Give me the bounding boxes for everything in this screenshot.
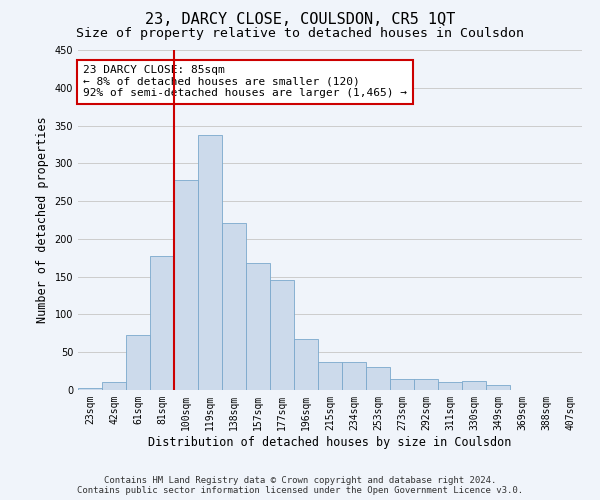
X-axis label: Distribution of detached houses by size in Coulsdon: Distribution of detached houses by size … xyxy=(148,436,512,448)
Bar xyxy=(342,362,366,390)
Text: Contains HM Land Registry data © Crown copyright and database right 2024.
Contai: Contains HM Land Registry data © Crown c… xyxy=(77,476,523,495)
Bar xyxy=(246,263,270,390)
Bar xyxy=(126,335,150,390)
Bar xyxy=(366,368,390,390)
Bar xyxy=(78,388,102,390)
Bar xyxy=(222,223,246,390)
Bar xyxy=(294,338,318,390)
Bar xyxy=(462,381,486,390)
Bar xyxy=(270,280,294,390)
Bar xyxy=(198,134,222,390)
Text: Size of property relative to detached houses in Coulsdon: Size of property relative to detached ho… xyxy=(76,28,524,40)
Bar xyxy=(318,362,342,390)
Text: 23 DARCY CLOSE: 85sqm
← 8% of detached houses are smaller (120)
92% of semi-deta: 23 DARCY CLOSE: 85sqm ← 8% of detached h… xyxy=(83,66,407,98)
Bar xyxy=(390,378,414,390)
Y-axis label: Number of detached properties: Number of detached properties xyxy=(36,116,49,324)
Bar xyxy=(102,382,126,390)
Bar xyxy=(414,378,438,390)
Bar xyxy=(150,256,174,390)
Bar xyxy=(174,180,198,390)
Bar xyxy=(438,382,462,390)
Text: 23, DARCY CLOSE, COULSDON, CR5 1QT: 23, DARCY CLOSE, COULSDON, CR5 1QT xyxy=(145,12,455,28)
Bar xyxy=(486,386,510,390)
